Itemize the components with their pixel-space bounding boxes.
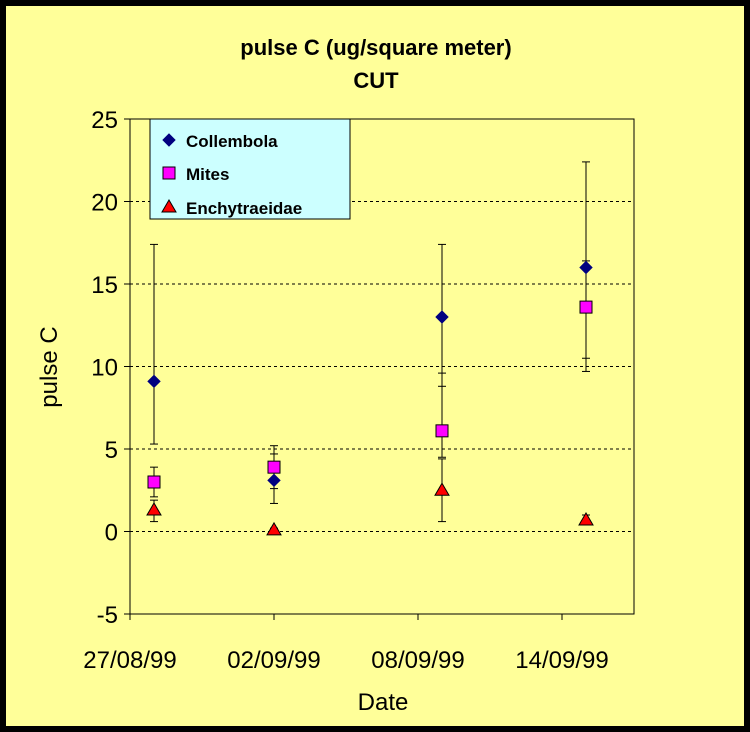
grid-lines <box>130 201 634 532</box>
y-axis-label: pulse C <box>36 326 63 407</box>
x-axis-label: Date <box>358 689 409 716</box>
data-markers <box>146 260 594 536</box>
chart-title: pulse C (ug/square meter) <box>240 35 511 60</box>
y-tick-label: 10 <box>91 355 118 382</box>
y-tick-label: -5 <box>97 602 118 629</box>
y-tick-label: 25 <box>91 107 118 134</box>
legend-marker-enchytraeidae <box>161 199 177 213</box>
legend: Collembola Mites Enchytraeidae <box>149 118 351 220</box>
y-axis: -5 0 5 10 15 20 25 <box>91 107 130 629</box>
point-collembola <box>579 260 593 275</box>
legend-markers <box>161 133 177 213</box>
point-mites <box>267 460 281 474</box>
legend-item-mites: Mites <box>186 165 229 184</box>
y-tick-label: 20 <box>91 190 118 217</box>
y-tick-label: 15 <box>91 272 118 299</box>
x-tick-label: 27/08/99 <box>83 647 176 674</box>
x-tick-label: 02/09/99 <box>227 647 320 674</box>
y-tick-label: 5 <box>105 437 118 464</box>
point-collembola <box>435 310 449 324</box>
chart-subtitle: CUT <box>353 68 399 93</box>
x-axis: 27/08/99 02/09/99 08/09/99 14/09/99 <box>83 614 609 674</box>
point-enchytraeidae <box>578 511 594 526</box>
x-tick-label: 08/09/99 <box>371 647 464 674</box>
legend-box <box>149 118 351 220</box>
point-collembola <box>147 374 161 389</box>
legend-marker-collembola <box>162 133 176 147</box>
legend-marker-mites <box>162 166 176 180</box>
point-enchytraeidae <box>266 521 282 536</box>
point-mites <box>435 424 449 438</box>
point-mites <box>579 300 593 314</box>
x-tick-label: 14/09/99 <box>515 647 608 674</box>
point-enchytraeidae <box>146 502 162 516</box>
point-mites <box>147 475 161 489</box>
y-tick-label: 0 <box>105 520 118 547</box>
point-collembola <box>267 473 281 488</box>
legend-item-collembola: Collembola <box>186 132 278 151</box>
legend-item-enchytraeidae: Enchytraeidae <box>186 199 302 218</box>
point-enchytraeidae <box>434 482 450 496</box>
